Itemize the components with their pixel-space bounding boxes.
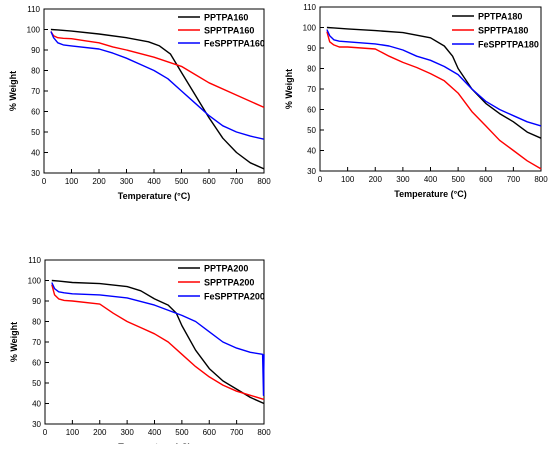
- y-tick-label: 100: [28, 277, 42, 286]
- y-tick-label: 110: [27, 5, 40, 14]
- y-axis-label: % Weight: [9, 322, 19, 362]
- y-tick-label: 40: [31, 149, 40, 158]
- x-tick-label: 800: [534, 175, 548, 184]
- y-tick-label: 80: [31, 67, 40, 76]
- y-tick-label: 70: [32, 338, 41, 347]
- y-tick-label: 110: [28, 256, 41, 265]
- y-tick-label: 50: [32, 379, 41, 388]
- x-tick-label: 100: [341, 175, 355, 184]
- series-line-SPPTPA200: [51, 284, 265, 401]
- x-tick-label: 200: [93, 428, 107, 437]
- legend-label: SPPTPA200: [204, 278, 254, 288]
- x-tick-label: 0: [42, 177, 47, 186]
- x-tick-label: 300: [120, 428, 134, 437]
- x-tick-label: 100: [66, 428, 80, 437]
- y-tick-label: 40: [307, 147, 316, 156]
- x-tick-label: 600: [479, 175, 493, 184]
- x-tick-label: 0: [318, 175, 323, 184]
- y-tick-label: 50: [31, 128, 40, 137]
- y-tick-label: 100: [303, 24, 317, 33]
- x-tick-label: 400: [148, 428, 162, 437]
- y-tick-label: 70: [307, 85, 316, 94]
- series-line-FeSPPTPA200: [51, 282, 265, 396]
- legend-label: PPTPA160: [204, 13, 248, 23]
- y-tick-label: 80: [307, 65, 316, 74]
- y-tick-label: 80: [32, 318, 41, 327]
- x-tick-label: 400: [147, 177, 161, 186]
- legend-label: PPTPA180: [478, 12, 522, 22]
- x-tick-label: 200: [92, 177, 106, 186]
- legend-label: FeSPPTPA160: [204, 39, 265, 49]
- y-axis-label: % Weight: [8, 71, 18, 111]
- y-tick-label: 40: [32, 400, 41, 409]
- x-tick-label: 0: [43, 428, 48, 437]
- y-tick-label: 100: [27, 26, 41, 35]
- y-tick-label: 30: [307, 167, 316, 176]
- x-tick-label: 700: [230, 428, 244, 437]
- x-tick-label: 800: [257, 428, 271, 437]
- series-line-FeSPPTPA160: [50, 31, 265, 140]
- y-tick-label: 30: [31, 169, 40, 178]
- y-tick-label: 60: [307, 106, 316, 115]
- y-tick-label: 60: [31, 108, 40, 117]
- y-tick-label: 50: [307, 126, 316, 135]
- legend-label: PPTPA200: [204, 264, 248, 274]
- chart-panel-1: 0 100 200 300 400 500 600 700 800 30 40 50 60 70 80 90 1…: [8, 5, 271, 201]
- x-tick-label: 700: [507, 175, 521, 184]
- x-tick-label: 100: [65, 177, 79, 186]
- series-line-PPTPA160: [50, 28, 265, 170]
- legend-label: FeSPPTPA180: [478, 40, 539, 50]
- x-tick-label: 600: [202, 177, 216, 186]
- series-line-FeSPPTPA180: [326, 29, 542, 127]
- y-tick-label: 60: [32, 359, 41, 368]
- y-axis-label: % Weight: [284, 69, 294, 109]
- y-tick-label: 30: [32, 420, 41, 429]
- x-tick-label: 400: [424, 175, 438, 184]
- x-axis-label: Temperature (°C): [118, 191, 190, 201]
- x-tick-label: 500: [175, 177, 189, 186]
- y-tick-label: 90: [32, 297, 41, 306]
- chart-panel-2: 0 100 200 300 400 500 600 700 800 30 40 50 60 70 80 90 1…: [284, 3, 548, 199]
- y-tick-label: 90: [31, 46, 40, 55]
- x-tick-label: 300: [120, 177, 134, 186]
- x-tick-label: 700: [230, 177, 244, 186]
- x-tick-label: 500: [451, 175, 465, 184]
- series-line-PPTPA180: [326, 26, 542, 139]
- x-tick-label: 800: [257, 177, 271, 186]
- series-line-SPPTPA160: [50, 31, 265, 109]
- series-line-PPTPA200: [51, 279, 265, 405]
- y-tick-label: 110: [303, 3, 316, 12]
- x-tick-label: 200: [369, 175, 383, 184]
- x-tick-label: 500: [175, 428, 189, 437]
- legend-label: SPPTPA180: [478, 26, 528, 36]
- x-axis-label: Temperature (°C): [394, 189, 466, 199]
- legend-label: SPPTPA160: [204, 26, 254, 36]
- x-tick-label: 300: [396, 175, 410, 184]
- series-line-SPPTPA180: [326, 31, 542, 170]
- chart-panel-3: 0 100 200 300 400 500 600 700 800 30 40 50 60 70 80 90 1…: [9, 256, 271, 449]
- y-tick-label: 70: [31, 87, 40, 96]
- legend-label: FeSPPTPA200: [204, 292, 265, 302]
- x-tick-label: 600: [203, 428, 217, 437]
- y-tick-label: 90: [307, 44, 316, 53]
